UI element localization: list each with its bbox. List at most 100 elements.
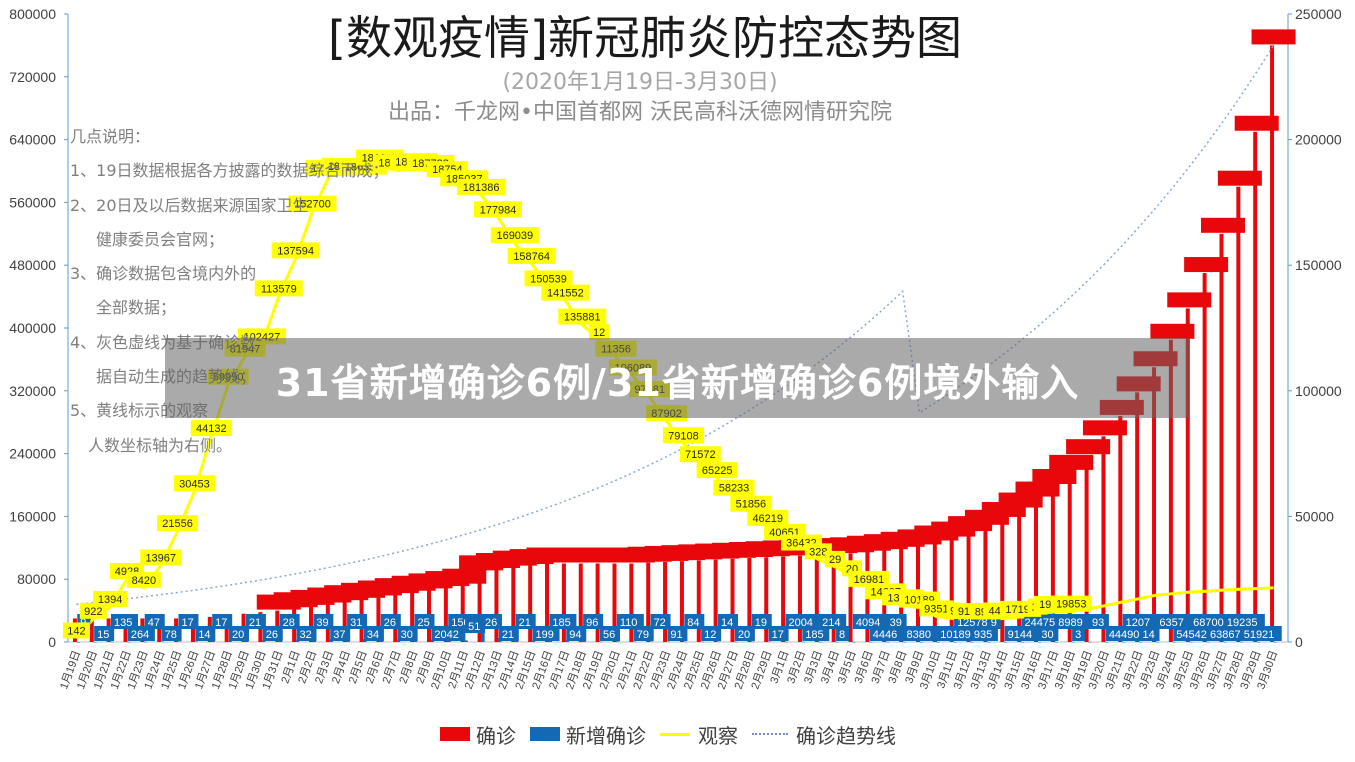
trend-line xyxy=(76,44,1275,606)
observe-label-box xyxy=(541,284,590,301)
new-data-label: 14 xyxy=(198,629,210,641)
confirmed-bar xyxy=(376,596,381,642)
observe-label-box xyxy=(662,427,704,444)
new-confirmed-bar xyxy=(852,641,856,643)
new-data-label: 21 xyxy=(249,617,261,629)
new-data-label: 54542 xyxy=(1176,629,1207,641)
confirmed-bar xyxy=(1270,45,1275,642)
confirmed-bar xyxy=(696,560,701,642)
new-data-label: 91 xyxy=(670,629,682,641)
confirmed-label-box xyxy=(442,568,487,584)
confirmed-label-box xyxy=(1217,170,1262,186)
new-data-label: 37 xyxy=(333,629,345,641)
new-label-box xyxy=(262,626,283,641)
new-confirmed-bar xyxy=(970,641,974,643)
new-confirmed-bar xyxy=(903,641,907,643)
confirmed-bar xyxy=(713,559,718,642)
new-label-box xyxy=(330,626,351,641)
confirmed-bar xyxy=(966,532,971,642)
new-confirmed-bar xyxy=(650,641,654,642)
new-confirmed-bar xyxy=(919,641,923,643)
new-label-box xyxy=(1156,614,1191,629)
new-data-label: 17 xyxy=(181,617,193,629)
confirmed-bar xyxy=(595,563,600,642)
new-label-box xyxy=(819,614,847,629)
confirmed-bar xyxy=(646,562,651,642)
new-label-box xyxy=(802,626,830,641)
observe-label-box xyxy=(140,549,182,566)
new-label-box xyxy=(1004,626,1039,641)
observe-data-label: 9351 xyxy=(924,603,948,615)
confirmed-bar xyxy=(528,565,533,642)
new-data-label: 8 xyxy=(839,629,845,641)
new-label-box xyxy=(718,614,739,629)
new-confirmed-bar xyxy=(1206,641,1210,643)
new-confirmed-bar xyxy=(1021,641,1025,643)
new-label-box xyxy=(1038,626,1059,641)
new-data-label: 935 xyxy=(974,629,992,641)
new-confirmed-bar xyxy=(1240,641,1244,643)
new-data-label: 9144 xyxy=(1008,629,1032,641)
confirmed-bar xyxy=(1202,273,1207,642)
new-label-box xyxy=(245,614,266,629)
new-data-label: 17 xyxy=(215,617,227,629)
new-confirmed-bar xyxy=(144,641,148,643)
new-data-label: 28 xyxy=(283,617,295,629)
new-confirmed-bar xyxy=(616,641,620,642)
confirmed-bar xyxy=(848,553,853,642)
confirmed-bar xyxy=(342,601,347,642)
observe-label-box xyxy=(254,280,303,297)
observe-data-label: 79108 xyxy=(668,430,699,442)
new-data-label: 72 xyxy=(654,617,666,629)
confirmed-bar xyxy=(410,591,415,642)
new-label-box xyxy=(1173,626,1215,641)
observe-data-label: 141552 xyxy=(547,288,584,300)
chart-title: [数观疫情]新冠肺炎防控态势图 xyxy=(328,11,962,65)
new-data-label: 15 xyxy=(97,629,109,641)
new-label-box xyxy=(549,614,577,629)
left-tick-label: 560000 xyxy=(9,194,56,210)
left-tick-label: 800000 xyxy=(9,6,56,22)
new-label-box xyxy=(178,614,199,629)
observe-data-label: 137594 xyxy=(277,245,314,257)
confirmed-label-box xyxy=(1150,323,1195,339)
confirmed-bar xyxy=(983,525,988,642)
observe-label-box xyxy=(825,550,846,567)
confirmed-bar xyxy=(1034,497,1039,642)
new-confirmed-bar xyxy=(717,641,721,643)
confirmed-bar xyxy=(831,554,836,642)
new-confirmed-bar xyxy=(1004,641,1008,643)
new-label-box xyxy=(1021,614,1063,629)
observe-data-label: 177984 xyxy=(480,204,517,216)
new-confirmed-bar xyxy=(801,641,805,643)
new-confirmed-bar xyxy=(768,641,772,643)
new-confirmed-bar xyxy=(1172,641,1176,643)
new-label-box xyxy=(347,614,368,629)
legend-label: 新增确诊 xyxy=(566,723,646,748)
observe-label-box xyxy=(524,270,573,287)
new-data-label: 3 xyxy=(1075,629,1081,641)
confirmed-bar xyxy=(1185,308,1190,642)
observe-label-box xyxy=(919,600,954,617)
note-line: 2、20日及以后数据来源国家卫生 xyxy=(70,195,309,215)
new-confirmed-bar xyxy=(1054,641,1058,643)
new-label-box xyxy=(498,626,519,641)
new-data-label: 26 xyxy=(485,617,497,629)
right-tick-label: 250000 xyxy=(1295,6,1342,22)
left-tick-label: 80000 xyxy=(17,571,56,587)
observe-label-box xyxy=(457,178,506,195)
new-label-box xyxy=(111,614,139,629)
new-confirmed-bar xyxy=(110,641,114,643)
observe-label-box xyxy=(473,201,522,218)
observe-label-box xyxy=(62,622,90,639)
confirmed-bar xyxy=(730,558,735,642)
new-label-box xyxy=(1072,626,1086,641)
new-data-label: 30 xyxy=(401,629,413,641)
new-data-label: 93 xyxy=(1092,617,1104,629)
legend-item-new: 新增确诊 xyxy=(530,720,646,749)
new-label-box xyxy=(886,614,907,629)
new-data-label: 32 xyxy=(299,629,311,641)
new-data-label: 25 xyxy=(418,617,430,629)
new-confirmed-bar xyxy=(1122,641,1126,643)
new-confirmed-bar xyxy=(1223,641,1227,643)
